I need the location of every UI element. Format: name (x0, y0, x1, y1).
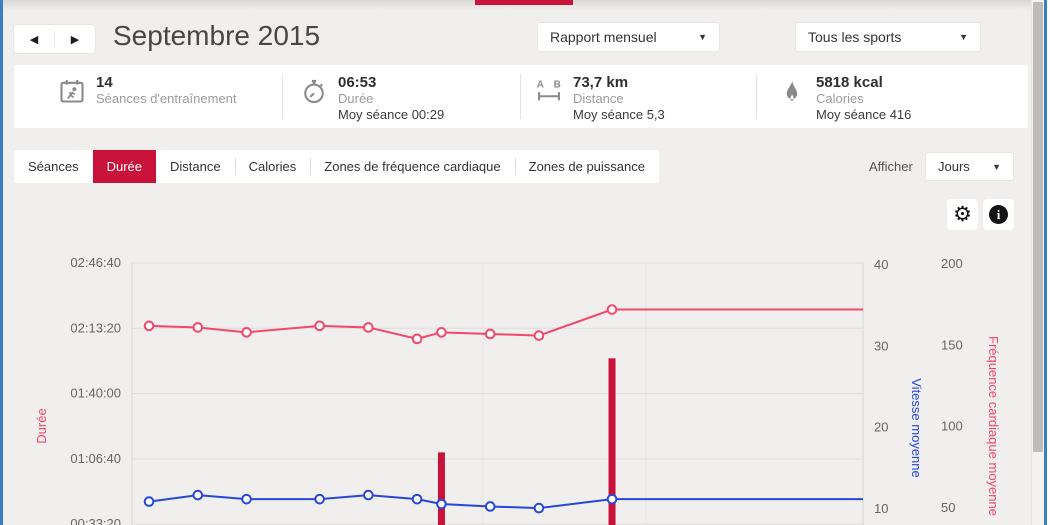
chart-point-speed[interactable] (143, 496, 155, 507)
distance-label: Distance (573, 91, 624, 106)
report-chart: 02:46:40 02:13:20 01:40:00 01:06:40 00:33:20… (3, 240, 1044, 525)
tab-duree[interactable]: Durée (92, 150, 157, 183)
chart-point-heart_rate[interactable] (411, 333, 423, 345)
series-line-speed (148, 494, 863, 510)
series-line-heart_rate (149, 308, 863, 340)
info-icon: i (989, 205, 1008, 224)
display-label: Afficher (869, 159, 913, 174)
top-nav-active-indicator (475, 0, 573, 5)
chart-point-heart_rate[interactable] (436, 327, 447, 338)
chart-point-heart_rate[interactable] (192, 322, 204, 333)
chart-info-button[interactable]: i (983, 199, 1014, 230)
summary-card: 14 Séances d'entraînement 06:53 Durée Mo… (14, 65, 1028, 128)
tab-zones-puissance[interactable]: Zones de puissance (514, 150, 659, 183)
tab-calories[interactable]: Calories (234, 150, 311, 183)
duration-bar[interactable] (437, 452, 445, 525)
chart-point-heart_rate[interactable] (314, 320, 325, 332)
chart-point-heart_rate[interactable] (241, 327, 252, 338)
sessions-count: 14 (96, 74, 113, 91)
chevron-down-icon: ▼ (992, 161, 1001, 172)
vertical-scrollbar (1031, 0, 1044, 525)
tab-seances[interactable]: Séances (28, 159, 79, 174)
speed-axis-title: Vitesse moyenne (909, 378, 924, 478)
chevron-down-icon: ▼ (959, 32, 968, 42)
sport-filter-dropdown[interactable]: Tous les sports ▼ (795, 22, 981, 52)
chart-point-heart_rate[interactable] (606, 304, 618, 315)
duration-axis-title: Durée (34, 408, 49, 443)
speed-axis-tick: 20 (874, 420, 888, 435)
chart-point-heart_rate[interactable] (363, 322, 374, 333)
svg-text:A: A (537, 80, 544, 91)
gear-icon: ⚙ (953, 202, 972, 226)
calories-total: 5818 kcal (816, 74, 883, 91)
duration-total: 06:53 (338, 74, 377, 91)
flame-icon (786, 79, 798, 101)
speed-axis-tick: 40 (874, 257, 888, 272)
duration-axis-tick: 01:40:00 (70, 386, 121, 401)
distance-ab-icon: A B (537, 80, 561, 101)
chart-point-speed[interactable] (606, 493, 618, 505)
speed-axis-tick: 30 (874, 338, 888, 353)
duration-axis-tick: 01:06:40 (70, 451, 121, 466)
duration-average: Moy séance 00:29 (338, 107, 445, 122)
sport-filter-value: Tous les sports (808, 29, 902, 45)
top-nav-shadow (3, 0, 1044, 10)
display-unit-dropdown[interactable]: Jours ▼ (925, 152, 1014, 181)
chart-point-heart_rate[interactable] (143, 320, 155, 332)
display-unit-value: Jours (938, 159, 970, 174)
summary-duration: 06:53 Durée Moy séance 00:29 (282, 65, 520, 128)
summary-calories: 5818 kcal Calories Moy séance 416 (756, 65, 1028, 128)
svg-text:B: B (554, 80, 561, 91)
duration-axis-tick: 02:46:40 (70, 255, 121, 270)
chart-point-speed[interactable] (363, 489, 374, 501)
chevron-down-icon: ▼ (698, 32, 707, 42)
duration-label: Durée (338, 91, 374, 106)
duration-axis-tick: 02:13:20 (70, 320, 121, 335)
chart-point-speed[interactable] (436, 498, 447, 510)
navigator-divider (54, 31, 55, 47)
chart-point-speed[interactable] (533, 502, 545, 514)
heart-rate-axis-tick: 150 (941, 337, 963, 352)
speed-axis-tick: 10 (874, 501, 888, 516)
chart-point-speed[interactable] (484, 501, 496, 512)
distance-total: 73,7 km (573, 74, 629, 91)
heart-rate-axis-tick: 200 (941, 256, 963, 271)
summary-distance: A B 73,7 km Distance Moy séance 5,3 (520, 65, 756, 128)
duration-axis-tick: 00:33:20 (70, 516, 121, 525)
scrollbar-thumb[interactable] (1033, 2, 1043, 452)
calories-label: Calories (816, 91, 864, 106)
stopwatch-icon (304, 79, 324, 104)
tab-zones-frequence-cardiaque[interactable]: Zones de fréquence cardiaque (310, 150, 514, 183)
chart-settings-button[interactable]: ⚙ (947, 199, 978, 230)
page-title: Septembre 2015 (113, 20, 321, 51)
month-navigator: ◀ ▶ (14, 25, 95, 53)
metric-tabs: Séances Durée Distance Calories Zones de… (14, 150, 659, 183)
previous-month-button[interactable]: ◀ (29, 33, 39, 46)
heart-rate-axis-title: Fréquence cardiaque moyenne (986, 336, 1001, 516)
calendar-runner-icon (60, 79, 84, 103)
summary-sessions: 14 Séances d'entraînement (14, 65, 282, 128)
duration-bar[interactable] (608, 358, 616, 525)
chart-point-speed[interactable] (241, 493, 252, 505)
chart-point-speed[interactable] (314, 493, 325, 505)
distance-average: Moy séance 5,3 (573, 107, 665, 122)
tab-distance[interactable]: Distance (170, 159, 221, 174)
heart-rate-axis-tick: 50 (941, 500, 955, 515)
heart-rate-axis-tick: 100 (941, 419, 963, 434)
report-type-value: Rapport mensuel (550, 29, 657, 45)
chart-point-heart_rate[interactable] (533, 330, 545, 341)
chart-point-heart_rate[interactable] (484, 328, 496, 340)
sessions-label: Séances d'entraînement (96, 91, 237, 106)
next-month-button[interactable]: ▶ (70, 33, 80, 46)
calories-average: Moy séance 416 (816, 107, 912, 122)
chart-point-speed[interactable] (411, 493, 423, 505)
report-type-dropdown[interactable]: Rapport mensuel ▼ (537, 22, 720, 52)
chart-point-speed[interactable] (192, 489, 204, 501)
